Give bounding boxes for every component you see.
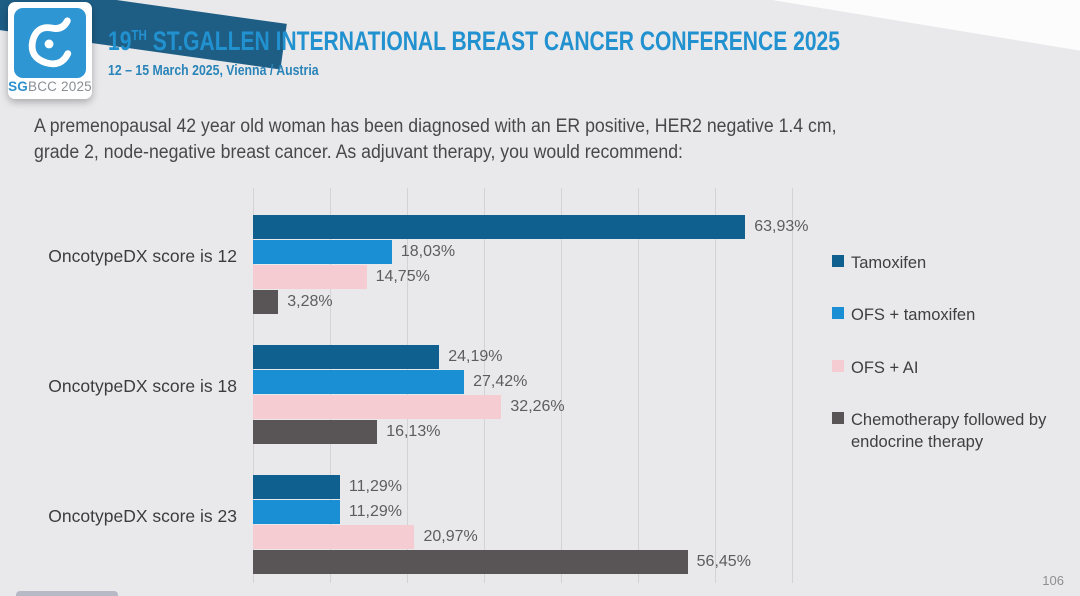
logo-sg-text: SG [8,79,28,94]
question-text: A premenopausal 42 year old woman has be… [34,114,837,166]
bar-group-oncotypedx-score-is-23: 11,29% 11,29% 20,97% 56,45% [253,475,792,575]
gridline-30 [484,188,485,583]
value-label: 56,45% [696,553,751,570]
value-label: 11,29% [348,478,402,495]
question-line-1: A premenopausal 42 year old woman has be… [34,116,837,137]
conference-title: 19TH ST.GALLEN INTERNATIONAL BREAST CANC… [108,26,840,56]
bar-oncotypedx-score-is-12-ofs-tamoxifen: 18,03% [253,240,455,264]
chart-category-labels: OncotypeDX score is 12 OncotypeDX score i… [30,188,237,583]
bar-oncotypedx-score-is-18-ofs-tamoxifen: 27,42% [253,370,527,394]
bar-group-oncotypedx-score-is-12: 63,93% 18,03% 14,75% 3,28% [253,215,809,315]
value-label: 24,19% [448,348,503,365]
legend-item-ofs-tamoxifen: OFS + tamoxifen [832,304,975,326]
value-label: 63,93% [754,218,809,235]
value-label: 3,28% [287,293,333,310]
gridline-60 [715,188,716,583]
category-label-oncotypedx-score-is-12: OncotypeDX score is 12 [48,246,237,266]
bar-oncotypedx-score-is-12-chemotherapy-followed-by-endocrine-therapy: 3,28% [253,290,333,314]
bar-oncotypedx-score-is-18-chemotherapy-followed-by-endocrine-therapy: 16,13% [253,420,440,444]
page-number: 106 [1042,573,1064,588]
legend-swatch-tamoxifen [832,255,844,267]
bottom-strip [16,591,118,596]
legend-swatch-ofs-ai [832,359,844,372]
value-label: 32,26% [510,398,565,415]
legend-item-ofs-ai: OFS + AI [832,357,918,379]
legend-label: Tamoxifen [851,254,927,272]
sgbcc-logo: SGBCC 2025 [8,2,92,99]
legend-item-chemotherapy-followed-by-endocrine-therapy: Chemotherapy followed by endocrine thera… [832,409,1063,453]
question-line-2: grade 2, node-negative breast cancer. As… [34,142,683,163]
value-label: 18,03% [400,243,456,260]
value-label: 20,97% [423,528,478,545]
legend-label: Chemotherapy followed by endocrine thera… [851,411,1047,452]
sgbcc-logo-square [14,8,86,78]
legend-swatch-chemotherapy-followed-by-endocrine-therapy [832,412,844,425]
bar-oncotypedx-score-is-23-ofs-ai: 20,97% [253,525,478,549]
chart-legend: Tamoxifen OFS + tamoxifen OFS + AI Chemothe… [832,188,1068,488]
sgbcc-logo-label: SGBCC 2025 [8,79,92,94]
legend-item-tamoxifen: Tamoxifen [832,252,926,274]
value-label: 14,75% [375,268,430,285]
bar-oncotypedx-score-is-12-ofs-ai: 14,75% [253,265,430,289]
breast-icon [28,17,72,68]
title-superscript: TH [131,28,147,44]
conference-subtitle: 12 – 15 March 2025, Vienna / Austria [108,62,319,79]
gridline-70 [792,188,793,583]
legend-label: OFS + tamoxifen [851,306,976,325]
bar-oncotypedx-score-is-18-tamoxifen: 24,19% [253,345,503,369]
chart-plot-area: 63,93% 18,03% 14,75% 3,28% 24,19% 27,42% 32,26… [253,188,809,583]
category-label-oncotypedx-score-is-23: OncotypeDX score is 23 [48,506,237,526]
bar-oncotypedx-score-is-18-ofs-ai: 32,26% [253,395,565,419]
legend-swatch-ofs-tamoxifen [832,307,844,320]
category-label-oncotypedx-score-is-18: OncotypeDX score is 18 [48,376,237,396]
bar-oncotypedx-score-is-23-tamoxifen: 11,29% [253,475,402,499]
logo-bcc-text: BCC 2025 [28,79,92,94]
bar-oncotypedx-score-is-12-tamoxifen: 63,93% [253,215,809,239]
legend-label: OFS + AI [851,358,919,377]
gridline-40 [561,188,562,583]
value-label: 11,29% [348,503,402,520]
bar-group-oncotypedx-score-is-18: 24,19% 27,42% 32,26% 16,13% [253,345,792,445]
bar-oncotypedx-score-is-23-ofs-tamoxifen: 11,29% [253,500,402,524]
gridline-50 [638,188,639,583]
value-label: 16,13% [386,423,441,440]
bar-oncotypedx-score-is-23-chemotherapy-followed-by-endocrine-therapy: 56,45% [253,550,751,574]
value-label: 27,42% [473,373,528,390]
